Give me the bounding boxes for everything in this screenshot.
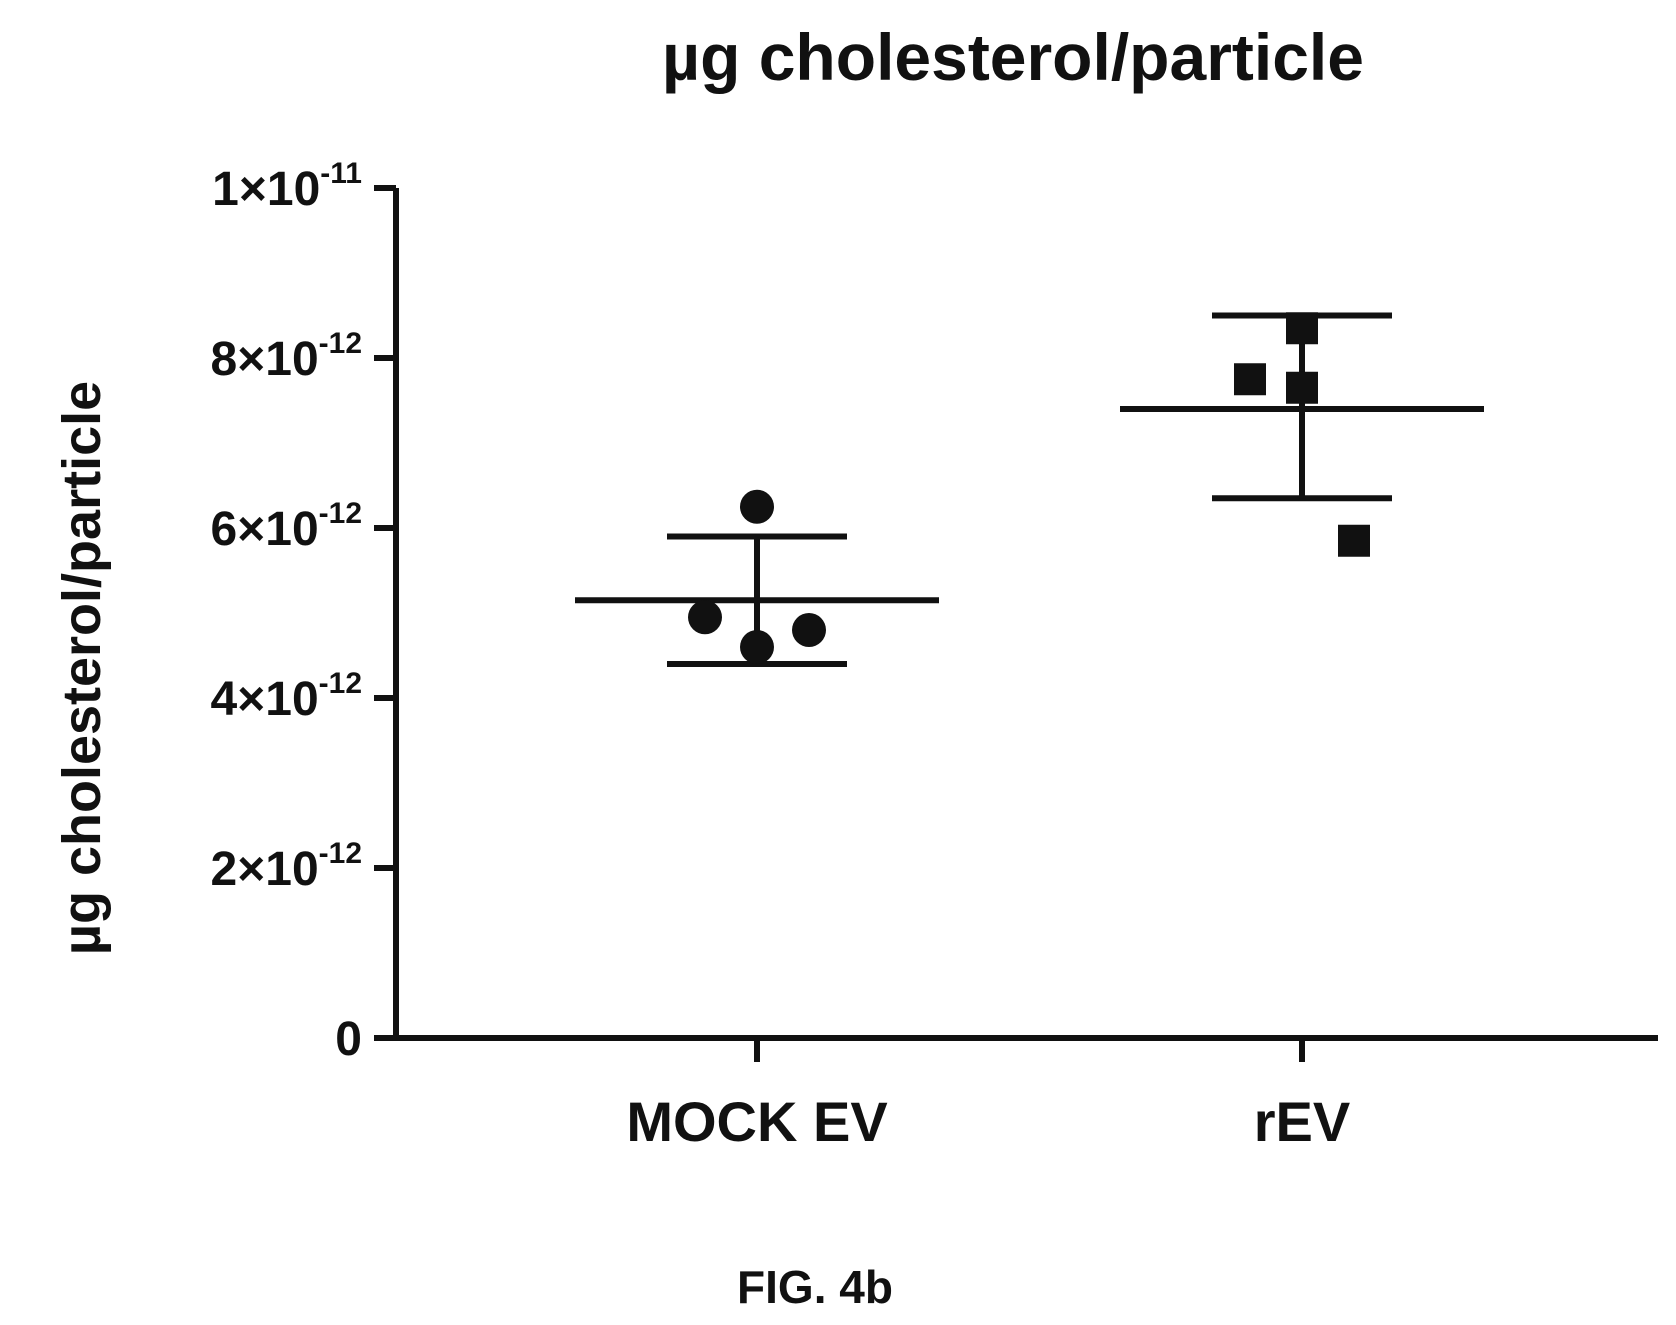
- y-ticks: 0 2×10-12 4×10-12 6×10-12 8×10-12 1×10-11: [211, 157, 396, 1066]
- y-tick-exponent: -12: [319, 667, 362, 700]
- data-point-circle: [688, 600, 722, 635]
- x-tick-label: rEV: [1254, 1090, 1351, 1153]
- y-tick-exponent: -11: [320, 157, 362, 190]
- y-tick-exponent: -12: [319, 327, 362, 360]
- data-point-circle: [740, 630, 774, 664]
- figure-label: FIG. 4b: [737, 1261, 893, 1313]
- y-tick-label: 1×10-11: [212, 157, 362, 216]
- y-tick-label: 6×10-12: [211, 497, 362, 556]
- data-point-square: [1234, 363, 1266, 396]
- chart-title: µg cholesterol/particle: [662, 20, 1364, 94]
- y-tick-exponent: -12: [319, 497, 362, 530]
- data-point-square: [1286, 371, 1318, 404]
- x-tick-label: MOCK EV: [626, 1090, 887, 1153]
- data-point-square: [1338, 524, 1370, 557]
- y-axis-label: µg cholesterol/particle: [52, 381, 112, 955]
- data-point-circle: [740, 489, 774, 524]
- axes: [393, 188, 1658, 1041]
- data-point-circle: [792, 613, 826, 647]
- y-tick-label: 2×10-12: [211, 837, 362, 896]
- y-tick-label: 8×10-12: [211, 327, 362, 386]
- y-tick-label: 0: [335, 1013, 362, 1066]
- y-tick-label: 4×10-12: [211, 667, 362, 726]
- data-points: [688, 312, 1370, 664]
- x-ticks: MOCK EV rEV: [626, 1038, 1350, 1153]
- data-point-square: [1286, 312, 1318, 345]
- y-tick-exponent: -12: [319, 837, 362, 870]
